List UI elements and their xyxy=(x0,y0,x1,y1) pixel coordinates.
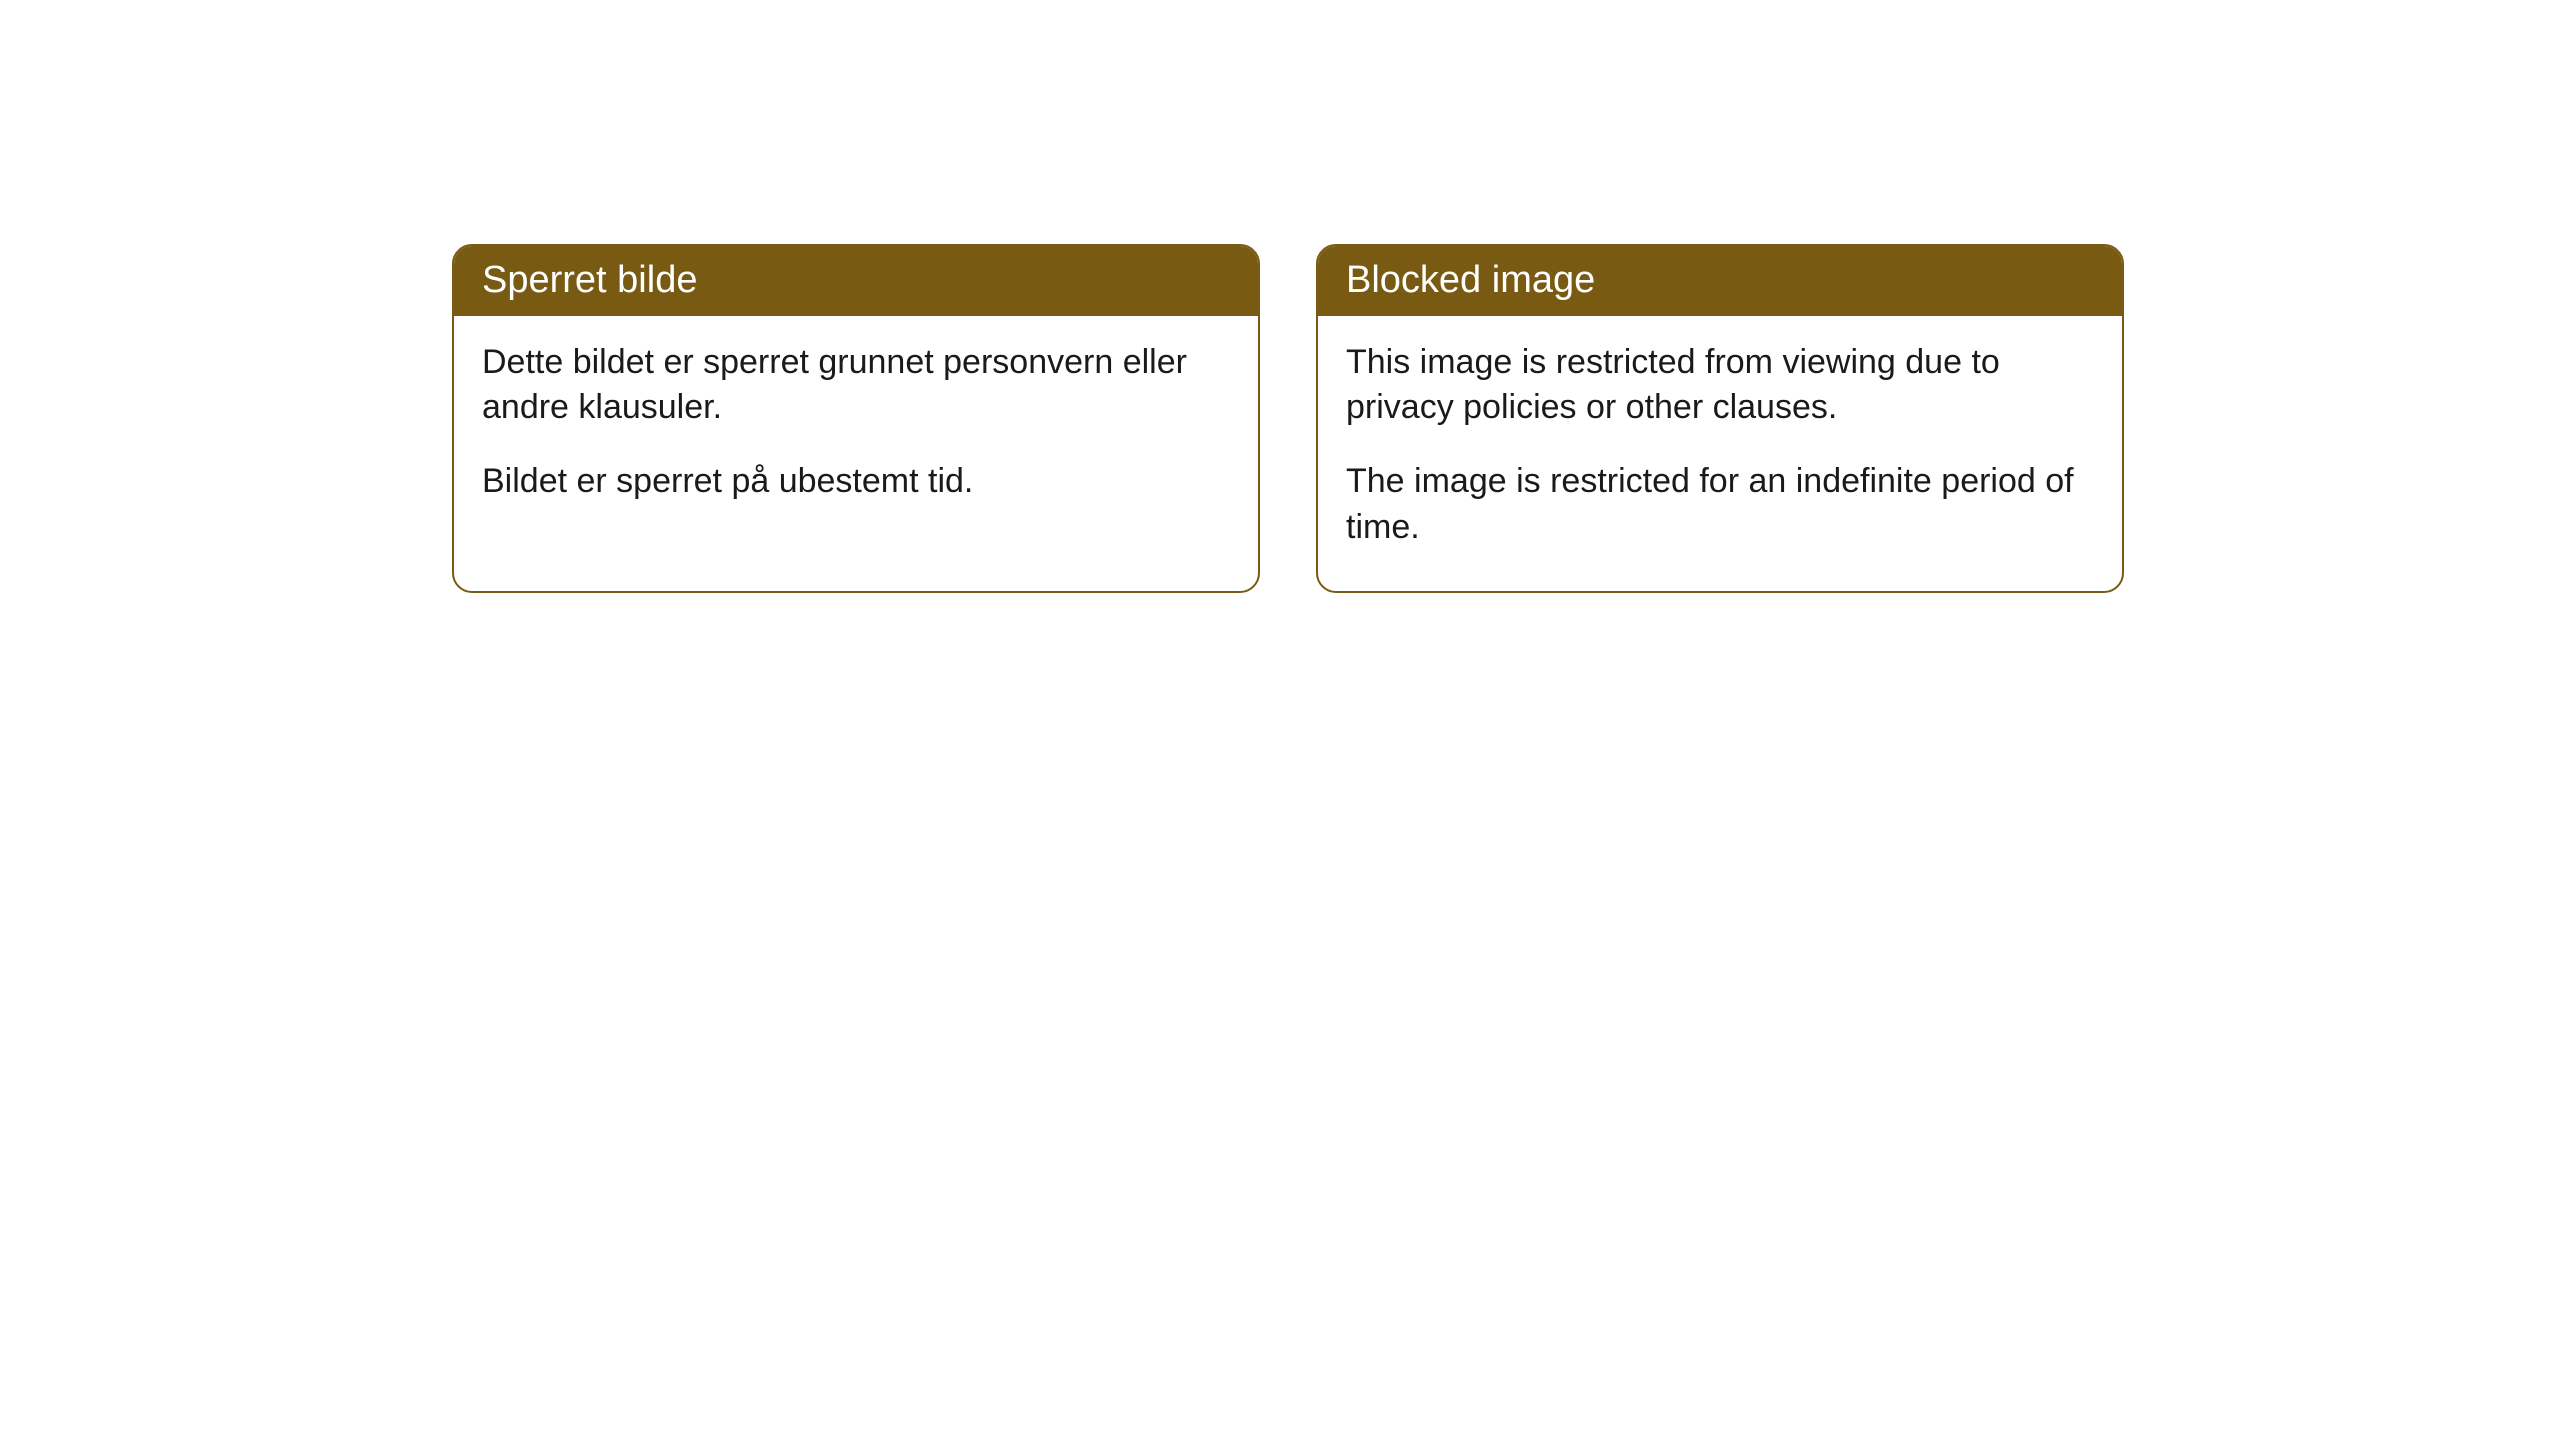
cards-container: Sperret bilde Dette bildet er sperret gr… xyxy=(0,0,2560,593)
card-english: Blocked image This image is restricted f… xyxy=(1316,244,2124,593)
card-paragraph: This image is restricted from viewing du… xyxy=(1346,340,2094,432)
card-body-norwegian: Dette bildet er sperret grunnet personve… xyxy=(454,316,1258,546)
card-paragraph: Dette bildet er sperret grunnet personve… xyxy=(482,340,1230,432)
card-header-english: Blocked image xyxy=(1318,246,2122,316)
card-paragraph: The image is restricted for an indefinit… xyxy=(1346,459,2094,551)
card-body-english: This image is restricted from viewing du… xyxy=(1318,316,2122,592)
card-norwegian: Sperret bilde Dette bildet er sperret gr… xyxy=(452,244,1260,593)
card-paragraph: Bildet er sperret på ubestemt tid. xyxy=(482,459,1230,505)
card-header-norwegian: Sperret bilde xyxy=(454,246,1258,316)
